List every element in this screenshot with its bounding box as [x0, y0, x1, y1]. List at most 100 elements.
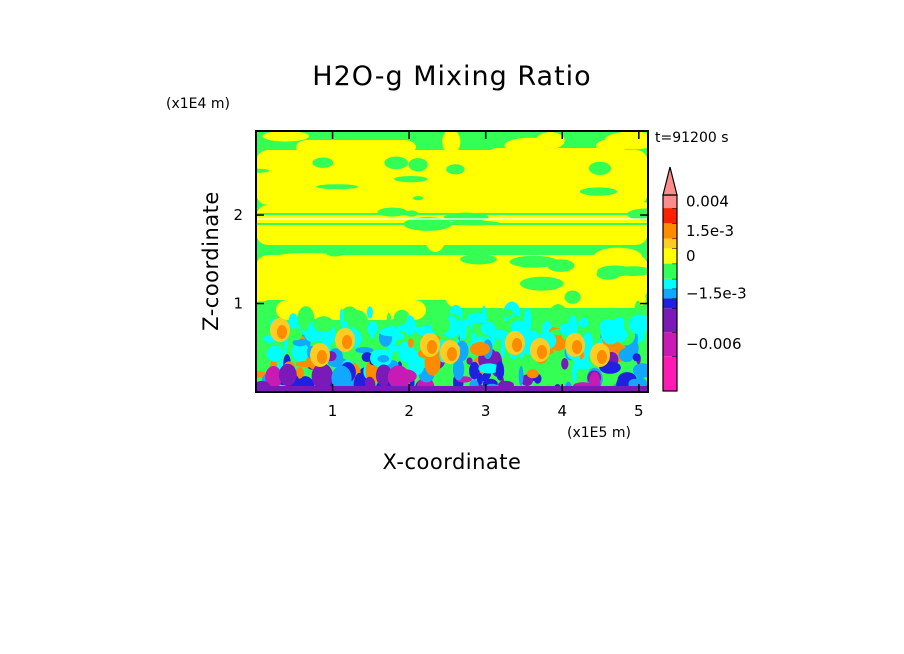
- field-blob: [604, 131, 648, 150]
- field-bottom: [256, 386, 648, 392]
- field-cell: [353, 372, 366, 392]
- field-cell: [466, 357, 473, 365]
- field-cell: [295, 367, 304, 379]
- field-blob: [348, 166, 373, 184]
- field-cell: [452, 357, 465, 381]
- y-axis-title: Z-coordinate: [199, 191, 223, 331]
- field-blob: [425, 227, 446, 252]
- field-blob: [470, 190, 502, 205]
- contour-field: [256, 131, 648, 392]
- field-cell: [382, 335, 390, 345]
- field-blob: [276, 203, 297, 211]
- field-cell: [430, 315, 450, 335]
- field-cell: [526, 369, 539, 379]
- field-cell: [632, 353, 641, 362]
- field-cell: [480, 321, 496, 336]
- colorbar-level: [663, 308, 677, 333]
- field-cell: [407, 338, 414, 348]
- field-cell: [399, 312, 407, 325]
- field-blob: [460, 254, 497, 265]
- field-blob: [593, 247, 642, 266]
- y-unit-label: (x1E4 m): [166, 96, 230, 112]
- x-tick-label: 1: [328, 402, 338, 420]
- field-blob: [588, 161, 612, 175]
- field-plume: [317, 350, 327, 364]
- field-blob: [321, 257, 350, 268]
- colorbar-overflow-arrow: [662, 166, 678, 196]
- field-cell: [386, 312, 391, 330]
- x-tick-label: 5: [634, 402, 644, 420]
- field-blob: [377, 207, 408, 217]
- field-cell: [288, 313, 299, 329]
- colorbar-level: [663, 332, 677, 357]
- field-cell: [559, 322, 574, 336]
- colorbar-level: [663, 278, 677, 289]
- field-blob: [442, 131, 461, 154]
- colorbar-level: [663, 356, 677, 391]
- colorbar-level: [663, 248, 677, 264]
- chart-title: H2O-g Mixing Ratio: [312, 61, 591, 92]
- colorbar-level: [663, 238, 677, 249]
- field-band: [296, 140, 416, 154]
- field-blob: [517, 187, 571, 202]
- x-tick-label: 3: [481, 402, 491, 420]
- field-blob: [622, 170, 648, 179]
- field-cell: [266, 345, 284, 362]
- field-blob: [300, 177, 368, 204]
- field-blob: [488, 151, 529, 169]
- field-cell: [313, 316, 334, 333]
- field-cell: [496, 319, 508, 329]
- field-cell: [256, 301, 270, 326]
- field-blob: [276, 253, 339, 260]
- field-blob: [548, 178, 561, 190]
- field-cell: [331, 365, 352, 392]
- field-cell: [469, 361, 480, 380]
- field-cell: [618, 347, 635, 363]
- field-blob: [256, 292, 271, 303]
- field-blob: [509, 255, 558, 268]
- plot-frame: [255, 130, 649, 393]
- field-cell: [498, 308, 514, 317]
- field-blob: [262, 131, 310, 142]
- field-cell: [379, 327, 400, 337]
- field-plume: [537, 345, 547, 359]
- field-cell: [347, 310, 368, 333]
- field-cell: [510, 320, 528, 335]
- field-line: [256, 218, 648, 220]
- field-blob: [587, 224, 620, 244]
- field-cell: [628, 314, 648, 335]
- field-blob: [394, 175, 428, 183]
- x-tick-label: 2: [404, 402, 414, 420]
- field-cell: [466, 325, 472, 346]
- field-blob: [589, 198, 615, 213]
- x-tick-label: 4: [557, 402, 567, 420]
- field-cell: [390, 346, 405, 353]
- field-cell: [388, 344, 394, 357]
- field-blob: [519, 276, 564, 291]
- field-blob: [384, 156, 409, 170]
- field-blob: [256, 260, 303, 281]
- field-plume: [342, 335, 352, 349]
- field-blob: [279, 151, 296, 159]
- field-blob: [542, 199, 569, 220]
- colorbar-level: [663, 208, 677, 224]
- field-line: [256, 223, 648, 225]
- field-cell: [521, 330, 540, 341]
- field-line: [256, 213, 648, 215]
- field-blob: [579, 187, 618, 196]
- y-tick-label: 2: [233, 206, 243, 224]
- field-blob: [325, 247, 346, 257]
- field-blob: [472, 283, 536, 294]
- field-cell: [366, 306, 373, 319]
- field-cell: [339, 308, 344, 325]
- x-axis-title: X-coordinate: [383, 450, 522, 474]
- field-cell: [561, 358, 569, 370]
- field-cell: [495, 361, 505, 381]
- field-cell: [537, 309, 545, 330]
- field-cell: [632, 363, 648, 378]
- colorbar-level: [663, 223, 677, 239]
- time-label: t=91200 s: [655, 130, 729, 146]
- field-cell: [574, 353, 581, 371]
- field-cell: [395, 369, 417, 383]
- field-plume: [277, 325, 287, 339]
